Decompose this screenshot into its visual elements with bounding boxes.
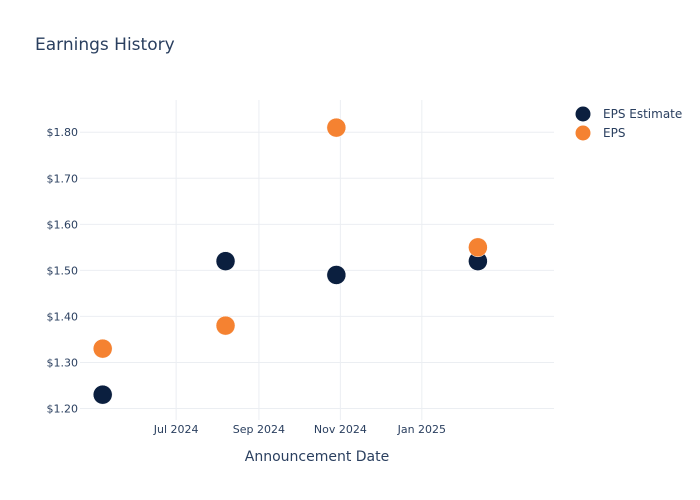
y-tick-label: $1.40 — [47, 310, 79, 323]
chart-title: Earnings History — [35, 35, 175, 55]
point-eps[interactable] — [326, 117, 347, 138]
x-tick-label: Nov 2024 — [314, 423, 367, 436]
point-eps-estimate[interactable] — [215, 251, 236, 271]
series-eps — [92, 117, 488, 359]
x-tick-label: Jul 2024 — [153, 423, 199, 436]
y-tick-label: $1.30 — [47, 356, 79, 369]
series-eps-estimate — [92, 251, 488, 405]
y-tick-label: $1.20 — [47, 402, 79, 415]
legend-marker — [575, 125, 591, 141]
x-axis-title: Announcement Date — [245, 449, 389, 465]
y-tick-label: $1.60 — [47, 218, 79, 231]
x-tick-label: Jan 2025 — [397, 423, 446, 436]
point-eps[interactable] — [215, 315, 236, 336]
point-eps-estimate[interactable] — [92, 384, 113, 405]
legend-item-eps[interactable]: EPS — [575, 125, 626, 141]
legend-item-eps-estimate[interactable]: EPS Estimate — [575, 106, 683, 122]
legend-label: EPS Estimate — [603, 107, 682, 121]
point-eps[interactable] — [468, 237, 488, 258]
y-tick-label: $1.50 — [47, 264, 79, 277]
x-tick-label: Sep 2024 — [233, 423, 285, 436]
y-tick-label: $1.80 — [47, 126, 79, 139]
grid-lines — [80, 100, 554, 420]
legend-marker — [575, 106, 591, 122]
x-axis-tick-labels: Jul 2024 Sep 2024 Nov 2024 Jan 2025 — [153, 423, 446, 436]
point-eps[interactable] — [92, 338, 113, 359]
point-eps-estimate[interactable] — [326, 265, 347, 285]
y-axis-tick-labels: $1.20 $1.30 $1.40 $1.50 $1.60 $1.70 $1.80 — [47, 126, 79, 415]
legend[interactable]: EPS Estimate EPS — [575, 106, 683, 141]
data-points — [92, 117, 488, 405]
legend-label: EPS — [603, 126, 625, 140]
y-tick-label: $1.70 — [47, 172, 79, 185]
